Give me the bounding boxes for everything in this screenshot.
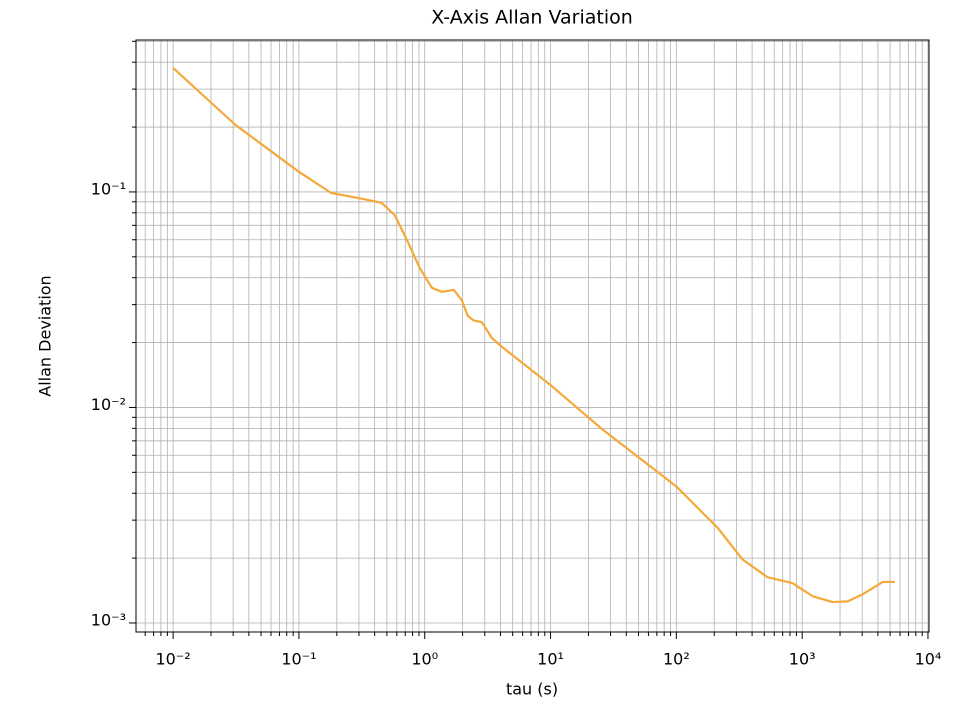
x-tick-label: 10⁰ — [411, 650, 438, 669]
x-tick-label: 10³ — [789, 650, 816, 669]
x-tick-label: 10¹ — [537, 650, 564, 669]
y-tick-label: 10⁻³ — [91, 610, 126, 629]
x-tick-label: 10² — [663, 650, 690, 669]
x-axis-label: tau (s) — [506, 680, 558, 699]
data-line — [172, 67, 895, 604]
y-tick-label: 10⁻² — [91, 395, 126, 414]
y-axis-label: Allan Deviation — [36, 275, 55, 396]
x-tick-label: 10⁻² — [156, 650, 191, 669]
x-tick-label: 10⁻¹ — [281, 650, 316, 669]
x-tick-label: 10⁴ — [915, 650, 942, 669]
y-tick-label: 10⁻¹ — [91, 179, 126, 198]
chart-title: X-Axis Allan Variation — [431, 7, 633, 29]
plot-frame — [135, 39, 930, 633]
